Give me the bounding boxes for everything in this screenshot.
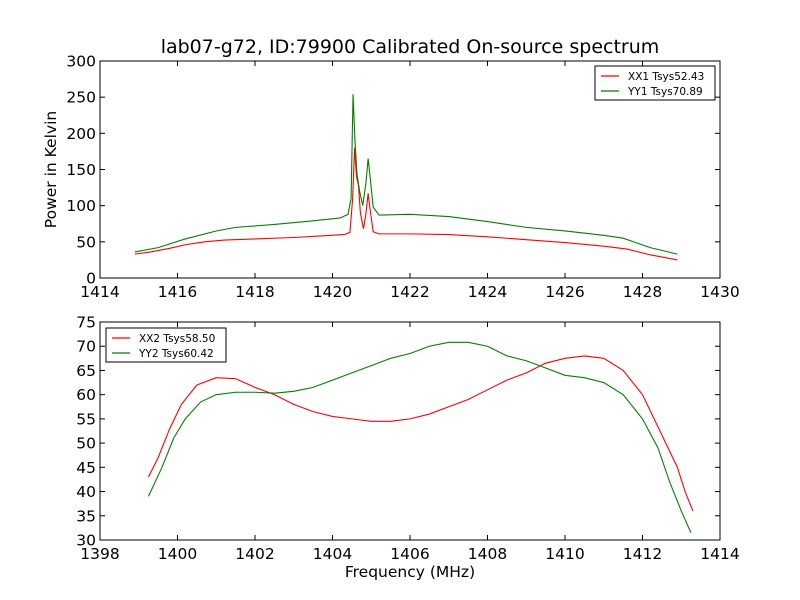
x-tick-label: 1430 (700, 283, 739, 301)
series-line-2 (147, 341, 692, 533)
y-tick-label: 60 (76, 386, 96, 404)
y-tick-label: 70 (76, 338, 96, 356)
legend: XX2 Tsys58.50 YY2 Tsys60.42 (105, 327, 227, 363)
x-tick-label: 1426 (545, 283, 584, 301)
x-tick-label: 1412 (623, 545, 662, 563)
y-tick-label: 50 (76, 435, 96, 453)
y-tick-label: 65 (76, 362, 96, 380)
x-tick-label: 1424 (468, 283, 507, 301)
y-tick-label: 45 (76, 459, 96, 477)
x-tick-label: 1406 (390, 545, 429, 563)
series-line-2 (134, 94, 678, 255)
y-tick-label: 150 (66, 161, 96, 179)
figure-title: lab07-g72, ID:79900 Calibrated On-source… (161, 36, 660, 58)
x-axis-label: Frequency (MHz) (345, 563, 475, 581)
y-tick-label: 50 (76, 233, 96, 251)
x-tick-label: 1410 (545, 545, 584, 563)
x-tick-label: 1422 (390, 283, 429, 301)
y-tick-label: 300 (66, 53, 96, 71)
y-tick-label: 0 (86, 270, 96, 288)
y-tick-label: 200 (66, 125, 96, 143)
y-tick-label: 40 (76, 483, 96, 501)
x-tick-label: 1402 (235, 545, 274, 563)
y-tick-label: 35 (76, 507, 96, 525)
legend-box (105, 327, 227, 363)
legend-label: XX1 Tsys52.43 (628, 71, 704, 83)
x-tick-label: 1416 (158, 283, 197, 301)
legend-label: YY1 Tsys70.89 (627, 86, 703, 98)
y-axis-label: Power in Kelvin (42, 111, 60, 228)
y-tick-label: 75 (76, 314, 96, 332)
x-tick-label: 1420 (313, 283, 352, 301)
legend-box (594, 65, 716, 101)
y-tick-label: 100 (66, 197, 96, 215)
legend: XX1 Tsys52.43 YY1 Tsys70.89 (594, 65, 716, 101)
x-tick-label: 1404 (313, 545, 352, 563)
bottom-spectrum-plot: 1398 1400 1402 1404 1406 1408 1410 1412 1414 30 35… (76, 314, 739, 582)
y-tick-label: 250 (66, 89, 96, 107)
y-tick-label: 30 (76, 532, 96, 550)
x-tick-label: 1414 (700, 545, 739, 563)
top-spectrum-plot: 1414 1416 1418 1420 1422 1424 1426 1428 1430 0 50 1… (42, 53, 740, 302)
x-tick-label: 1400 (158, 545, 197, 563)
x-tick-label: 1428 (623, 283, 662, 301)
x-tick-label: 1398 (80, 545, 119, 563)
x-tick-label: 1418 (235, 283, 274, 301)
series-line-1 (134, 147, 678, 261)
series-line-1 (147, 355, 694, 512)
x-tick-label: 1414 (80, 283, 119, 301)
x-tick-label: 1408 (468, 545, 507, 563)
legend-label: YY2 Tsys60.42 (138, 348, 214, 360)
legend-label: XX2 Tsys58.50 (139, 333, 215, 345)
y-tick-label: 55 (76, 410, 96, 428)
